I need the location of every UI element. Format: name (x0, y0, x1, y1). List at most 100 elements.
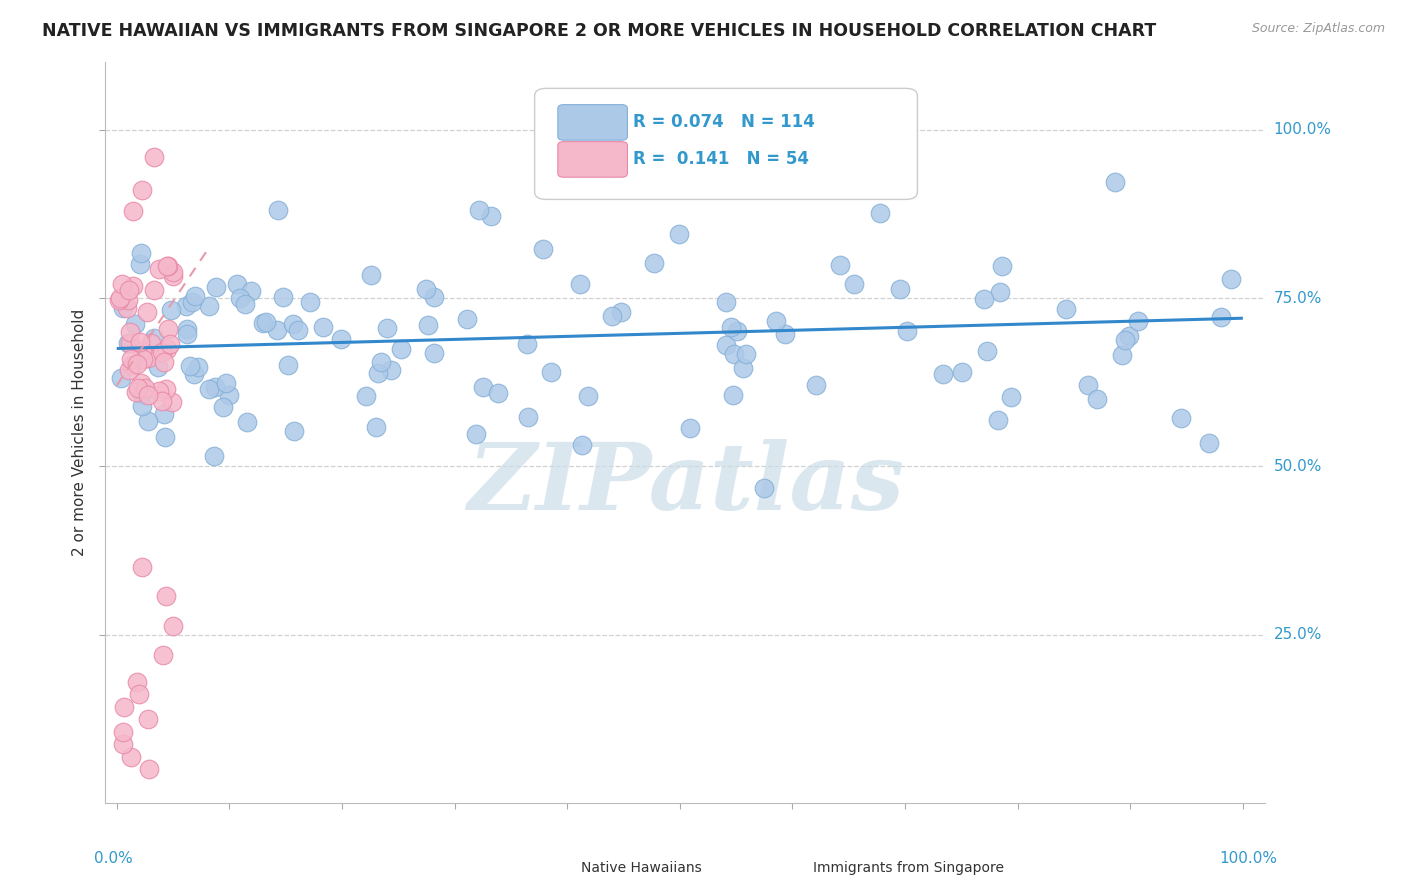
Point (111, 277, 134, 292)
Point (720, 319, 742, 334)
Point (370, 354, 392, 368)
Point (889, 282, 911, 296)
Point (1198, 436, 1220, 450)
Point (952, 365, 974, 379)
Point (990, 285, 1012, 299)
Point (752, 481, 775, 495)
Point (1000, 390, 1022, 404)
Point (456, 311, 478, 326)
Point (723, 347, 745, 361)
Point (229, 291, 252, 305)
Point (198, 382, 221, 396)
Point (360, 268, 382, 282)
Point (973, 292, 995, 306)
Point (176, 322, 198, 336)
Point (240, 284, 263, 298)
Point (162, 265, 184, 279)
Point (212, 400, 235, 414)
Point (775, 326, 797, 341)
Point (162, 618, 184, 632)
Text: Native Hawaiians: Native Hawaiians (581, 861, 702, 875)
Point (156, 322, 179, 336)
Point (155, 342, 177, 356)
Point (205, 280, 228, 294)
Text: ZIPatlas: ZIPatlas (467, 440, 904, 530)
Point (176, 327, 198, 342)
Point (125, 674, 148, 689)
Point (329, 332, 352, 346)
Point (129, 376, 152, 390)
Point (183, 368, 205, 382)
Point (131, 387, 153, 401)
Point (143, 283, 166, 297)
Point (121, 358, 143, 372)
Point (1077, 377, 1099, 392)
Point (1114, 333, 1136, 347)
Point (415, 282, 437, 296)
Text: Source: ZipAtlas.com: Source: ZipAtlas.com (1251, 22, 1385, 36)
Point (112, 724, 135, 739)
Point (1054, 301, 1077, 316)
Point (517, 409, 540, 424)
Point (202, 449, 225, 463)
Point (364, 419, 387, 434)
Point (1170, 411, 1192, 425)
Point (471, 380, 494, 394)
Text: Immigrants from Singapore: Immigrants from Singapore (813, 861, 1004, 875)
Point (143, 331, 166, 345)
Point (129, 334, 152, 349)
Point (204, 380, 226, 394)
Point (806, 377, 828, 392)
Point (120, 336, 142, 351)
Text: R = 0.074   N = 114: R = 0.074 N = 114 (633, 113, 815, 131)
Point (1118, 328, 1140, 343)
Point (160, 303, 183, 318)
Point (138, 351, 160, 366)
Point (896, 324, 918, 338)
Point (568, 277, 591, 291)
Point (112, 301, 135, 315)
Point (1209, 310, 1232, 325)
Point (464, 426, 486, 441)
Text: 75.0%: 75.0% (1274, 291, 1322, 305)
Point (734, 347, 756, 361)
Point (179, 359, 201, 373)
Point (120, 351, 142, 366)
Point (143, 150, 166, 164)
Point (312, 319, 335, 334)
Point (714, 295, 737, 310)
Point (1111, 348, 1133, 362)
Point (422, 346, 444, 360)
Text: 100.0%: 100.0% (1274, 122, 1331, 137)
Point (160, 395, 183, 409)
Point (266, 323, 288, 337)
Point (932, 367, 955, 381)
Point (115, 301, 138, 316)
Point (124, 317, 146, 331)
Point (869, 206, 891, 220)
FancyBboxPatch shape (558, 104, 627, 140)
Point (152, 355, 174, 369)
Y-axis label: 2 or more Vehicles in Household: 2 or more Vehicles in Household (72, 309, 87, 557)
Point (118, 283, 141, 297)
Point (184, 289, 207, 303)
Point (235, 296, 257, 310)
Point (117, 293, 139, 308)
Point (117, 335, 139, 350)
Point (367, 366, 389, 380)
Point (129, 245, 152, 260)
Point (111, 737, 134, 751)
Point (131, 560, 153, 574)
Point (271, 290, 294, 304)
Point (155, 590, 177, 604)
Point (134, 381, 156, 395)
Point (679, 421, 702, 435)
Point (215, 376, 238, 391)
Point (721, 388, 744, 402)
Text: 0.0%: 0.0% (94, 851, 132, 866)
Text: R =  0.141   N = 54: R = 0.141 N = 54 (633, 151, 810, 169)
Point (148, 384, 170, 399)
Point (236, 415, 259, 429)
Point (765, 314, 787, 328)
Point (283, 317, 305, 331)
